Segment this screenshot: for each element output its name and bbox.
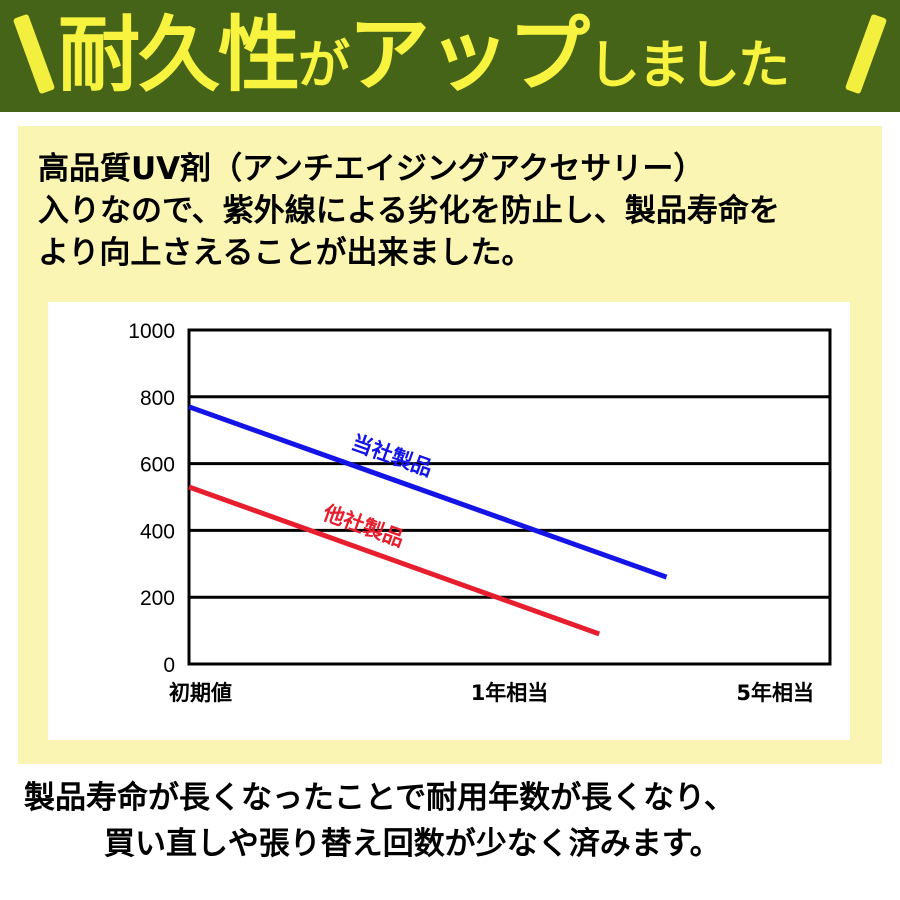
intro-line-1: 高品質UV剤（アンチエイジングアクセサリー） — [38, 151, 705, 187]
banner-slash-right — [844, 13, 888, 95]
y-tick-label-400: 400 — [140, 520, 175, 543]
banner-title-part2: が — [298, 36, 350, 96]
info-panel: 高品質UV剤（アンチエイジングアクセサリー） 入りなので、紫外線による劣化を防止… — [18, 126, 882, 764]
x-category-label-0: 初期値 — [169, 681, 232, 705]
banner-title-part1: 耐久性 — [58, 8, 300, 103]
y-tick-label-1000: 1000 — [128, 320, 175, 343]
series-label-1: 他社製品 — [319, 500, 407, 551]
banner-title-part3: アップ — [348, 8, 590, 103]
banner-slash-left — [12, 13, 56, 95]
y-tick-label-800: 800 — [140, 387, 175, 410]
series-line-1 — [188, 484, 601, 637]
plot-frame — [187, 328, 832, 666]
y-tick-label-0: 0 — [163, 654, 175, 677]
intro-text: 高品質UV剤（アンチエイジングアクセサリー） 入りなので、紫外線による劣化を防止… — [38, 148, 868, 274]
intro-line-2: 入りなので、紫外線による劣化を防止し、製品寿命を — [38, 193, 780, 229]
footer-line-1: 製品寿命が長くなったことで耐用年数が長くなり、 — [24, 780, 735, 816]
header-banner: 耐久性がアップしました — [0, 0, 900, 112]
footer-line-2: 買い直しや張り替え回数が少なく済みます。 — [104, 826, 721, 862]
series-label-0: 当社製品 — [348, 430, 435, 481]
y-tick-label-200: 200 — [140, 587, 175, 610]
banner-title-part4: しました — [588, 36, 790, 96]
y-tick-label-600: 600 — [140, 454, 175, 477]
x-category-label-1: 1年相当 — [471, 681, 549, 705]
series-line-0 — [188, 404, 668, 580]
x-category-label-2: 5年相当 — [736, 681, 814, 705]
intro-line-3: より向上さえることが出来ました。 — [38, 235, 533, 271]
banner-title: 耐久性がアップしました — [58, 8, 848, 104]
chart-container: 0 200 400 600 800 1000 初期値 1年相当 5年相当 当社製品他社製品 — [48, 302, 850, 740]
